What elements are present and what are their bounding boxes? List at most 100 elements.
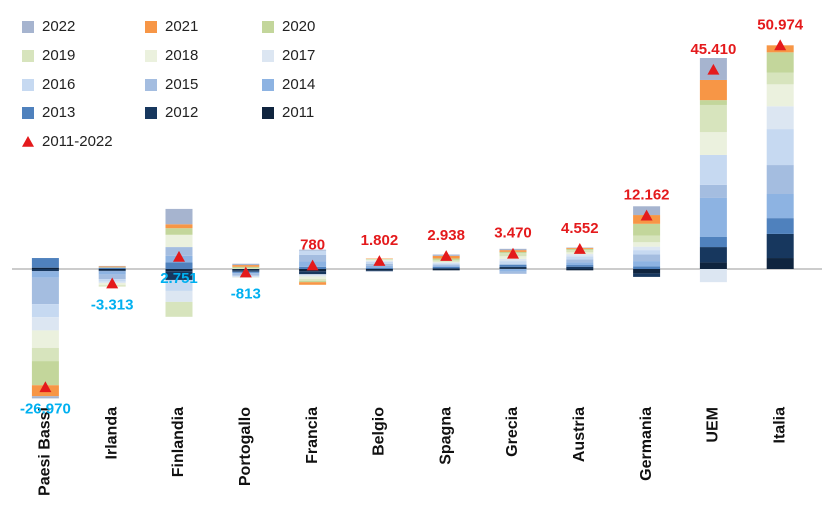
bar-segment	[31, 396, 59, 399]
bar-segment	[31, 269, 59, 272]
legend-swatch	[262, 21, 274, 33]
bar-segment	[432, 266, 460, 269]
bar-segment	[699, 197, 727, 237]
bar-segment	[499, 258, 527, 262]
bar-segment	[165, 234, 193, 248]
x-tick-label: UEM	[705, 407, 722, 443]
bar-segment	[699, 247, 727, 263]
value-label: 4.552	[561, 220, 599, 237]
bar-segment	[165, 228, 193, 235]
x-tick-label: Belgio	[371, 407, 388, 456]
bar-segment	[31, 271, 59, 278]
bar-segment	[566, 265, 594, 267]
bar-segment	[365, 265, 393, 268]
legend-swatch	[262, 50, 274, 62]
bar-segment	[232, 263, 260, 266]
bar-segment	[31, 317, 59, 331]
total-marker	[640, 209, 653, 221]
bar-segment	[566, 254, 594, 257]
legend-swatch	[145, 107, 157, 119]
total-marker	[707, 63, 720, 75]
legend-swatch	[145, 79, 157, 91]
bar-segment	[699, 154, 727, 185]
bar-segment	[699, 79, 727, 101]
bar-segment	[699, 269, 727, 283]
bar-segment	[31, 258, 59, 268]
bar-segment	[766, 106, 794, 130]
bar-segment	[98, 269, 126, 271]
legend-label: 2019	[42, 47, 75, 64]
bar-segment	[633, 235, 661, 243]
total-marker	[106, 277, 119, 289]
bar-segment	[766, 165, 794, 194]
bar-segment	[165, 262, 193, 269]
bar-segment	[31, 267, 59, 269]
bar-segment	[432, 262, 460, 264]
bar-segment	[766, 218, 794, 234]
bar-segment	[633, 269, 661, 274]
bar-segment	[432, 261, 460, 263]
bar-segment	[299, 276, 327, 280]
bar-segment	[165, 208, 193, 225]
legend-label: 2011-2022	[42, 133, 113, 150]
bar-segment	[766, 72, 794, 85]
bar-segment	[566, 259, 594, 263]
bar-segment	[98, 266, 126, 268]
bar-segment	[98, 270, 126, 272]
bar-segment	[31, 304, 59, 318]
x-tick-label: Irlanda	[103, 407, 120, 460]
legend-swatch	[22, 21, 34, 33]
x-tick-label: Italia	[771, 407, 788, 444]
total-marker	[573, 243, 586, 254]
bar-segment	[566, 266, 594, 269]
legend-label: 2011	[282, 104, 314, 121]
total-marker	[239, 266, 252, 278]
bar-segment	[766, 194, 794, 219]
legend-swatch	[22, 79, 34, 91]
legend-label: 2020	[282, 18, 315, 35]
bar-segment	[699, 262, 727, 269]
bar-segment	[165, 301, 193, 317]
bar-segment	[699, 100, 727, 105]
bar-segment	[699, 184, 727, 198]
bar-segment	[499, 271, 527, 274]
bar-segment	[432, 263, 460, 265]
bar-segment	[31, 361, 59, 386]
legend-label: 2015	[165, 76, 198, 93]
x-tick-label: Finlandia	[170, 407, 187, 477]
bar-segment	[766, 52, 794, 73]
bar-segment	[299, 271, 327, 275]
bar-segment	[165, 279, 193, 291]
bar-segment	[365, 270, 393, 272]
bar-segment	[633, 266, 661, 269]
bar-segment	[31, 277, 59, 305]
bar-segment	[31, 347, 59, 362]
bar-segment	[299, 274, 327, 277]
bar-segment	[633, 242, 661, 247]
legend-swatch	[145, 50, 157, 62]
bar-segment	[566, 269, 594, 271]
bar-segment	[299, 249, 327, 251]
legend-label: 2013	[42, 104, 75, 121]
x-tick-label: Francia	[304, 407, 321, 464]
bar-segment	[766, 233, 794, 259]
total-marker	[173, 250, 185, 262]
value-label: 50.974	[757, 16, 804, 33]
value-label: 12.162	[624, 187, 670, 204]
bar-segment	[499, 264, 527, 267]
bar-segment	[699, 236, 727, 248]
bar-segment	[98, 271, 126, 275]
bar-segment	[165, 271, 193, 280]
total-marker	[440, 250, 453, 261]
bar-segment	[633, 273, 661, 277]
legend-label: 2021	[165, 18, 198, 35]
bar-segment	[299, 250, 327, 255]
bar-segment	[699, 104, 727, 133]
bar-segment	[566, 256, 594, 260]
bar-segment	[165, 269, 193, 272]
bar-segment	[766, 84, 794, 107]
value-label: 2.751	[160, 270, 198, 287]
value-label: 2.938	[427, 227, 465, 244]
bar-segment	[499, 261, 527, 265]
